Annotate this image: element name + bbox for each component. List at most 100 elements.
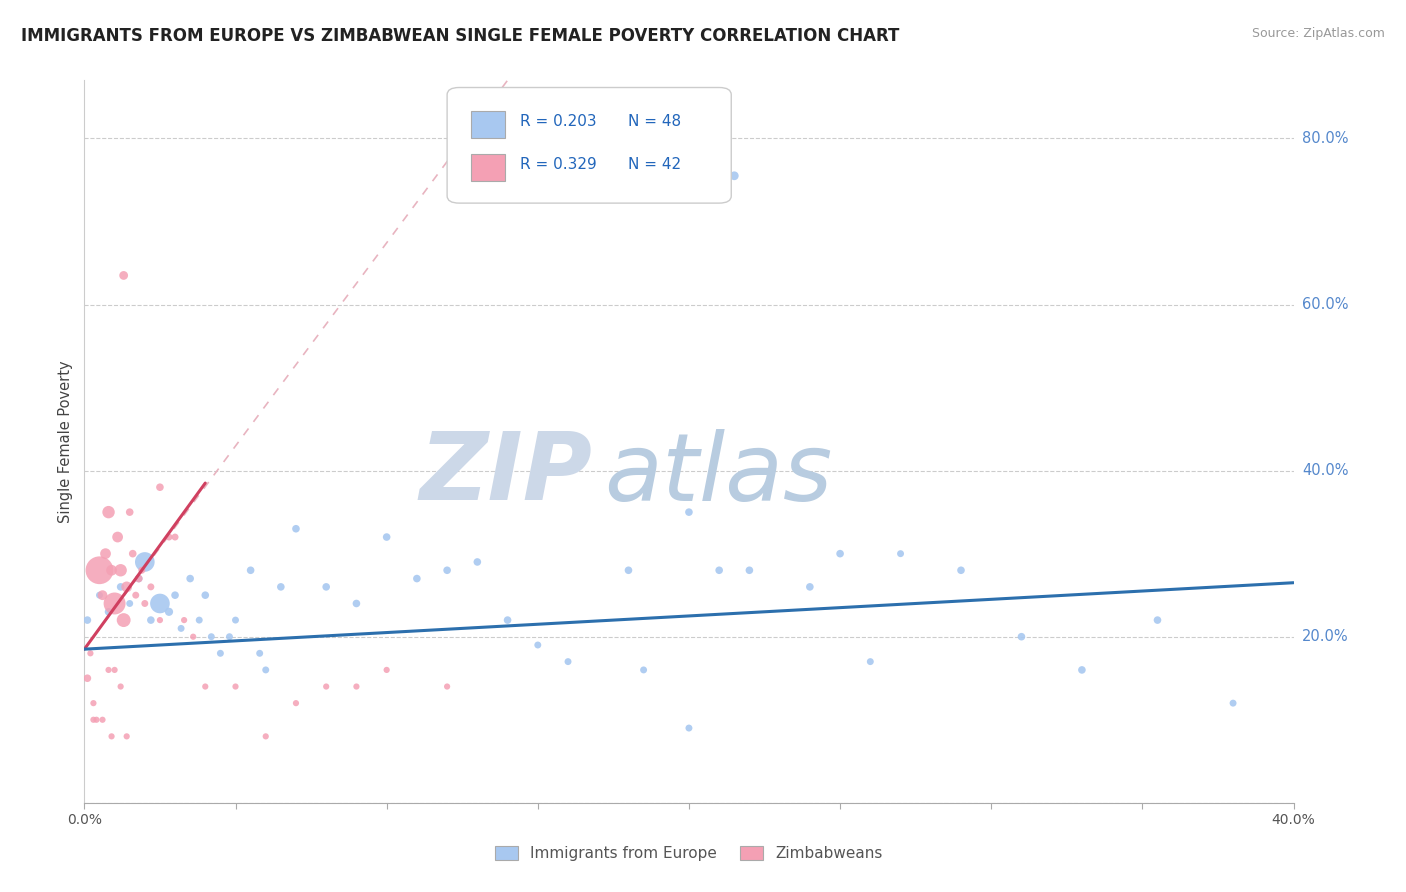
Point xyxy=(94,547,117,561)
Point xyxy=(633,663,655,677)
Point xyxy=(346,597,368,611)
Point xyxy=(799,580,821,594)
Point xyxy=(115,580,138,594)
Point xyxy=(181,630,204,644)
Point xyxy=(149,597,172,611)
Point xyxy=(200,630,222,644)
Point xyxy=(86,713,108,727)
Point xyxy=(118,597,141,611)
Point xyxy=(179,572,201,586)
Point xyxy=(91,713,114,727)
Point xyxy=(173,613,195,627)
Point xyxy=(315,680,337,694)
Point xyxy=(100,563,122,577)
Point xyxy=(112,613,135,627)
Point xyxy=(107,530,129,544)
Point xyxy=(249,646,271,660)
Point xyxy=(678,505,700,519)
Point xyxy=(110,680,132,694)
Point xyxy=(209,646,232,660)
Point xyxy=(194,588,217,602)
Point xyxy=(270,580,292,594)
Point xyxy=(149,613,172,627)
Point xyxy=(723,169,745,183)
Point xyxy=(125,588,148,602)
Legend: Immigrants from Europe, Zimbabweans: Immigrants from Europe, Zimbabweans xyxy=(489,840,889,867)
Point xyxy=(76,613,98,627)
Point xyxy=(527,638,550,652)
Point xyxy=(239,563,262,577)
Point xyxy=(950,563,973,577)
Point xyxy=(194,680,217,694)
Point xyxy=(112,268,135,283)
Point xyxy=(218,630,240,644)
Point xyxy=(557,655,579,669)
Point xyxy=(165,588,187,602)
Point xyxy=(157,530,180,544)
Point xyxy=(157,605,180,619)
Point xyxy=(97,505,120,519)
FancyBboxPatch shape xyxy=(447,87,731,203)
Point xyxy=(79,646,101,660)
Point xyxy=(82,696,104,710)
Point xyxy=(97,663,120,677)
Text: atlas: atlas xyxy=(605,428,832,519)
Point xyxy=(128,572,150,586)
Point xyxy=(678,721,700,735)
Point xyxy=(406,572,429,586)
Point xyxy=(859,655,882,669)
Point xyxy=(496,613,519,627)
Text: R = 0.329: R = 0.329 xyxy=(520,157,596,172)
Point xyxy=(170,621,193,635)
Point xyxy=(115,730,138,744)
Point xyxy=(617,563,640,577)
Point xyxy=(89,563,111,577)
Point xyxy=(285,696,308,710)
Point xyxy=(165,530,187,544)
Point xyxy=(830,547,852,561)
Text: IMMIGRANTS FROM EUROPE VS ZIMBABWEAN SINGLE FEMALE POVERTY CORRELATION CHART: IMMIGRANTS FROM EUROPE VS ZIMBABWEAN SIN… xyxy=(21,27,900,45)
Point xyxy=(89,588,111,602)
Point xyxy=(375,663,398,677)
Point xyxy=(285,522,308,536)
Point xyxy=(110,580,132,594)
Point xyxy=(188,613,211,627)
Point xyxy=(91,588,114,602)
Point xyxy=(467,555,489,569)
Text: 60.0%: 60.0% xyxy=(1302,297,1348,312)
Point xyxy=(346,680,368,694)
Point xyxy=(436,680,458,694)
Point xyxy=(134,555,156,569)
Point xyxy=(1071,663,1094,677)
Point xyxy=(134,597,156,611)
Point xyxy=(139,580,162,594)
Point xyxy=(104,597,127,611)
Point xyxy=(225,613,247,627)
Text: 40.0%: 40.0% xyxy=(1302,463,1348,478)
Text: ZIP: ZIP xyxy=(419,428,592,520)
Point xyxy=(315,580,337,594)
Text: N = 42: N = 42 xyxy=(628,157,682,172)
Text: R = 0.203: R = 0.203 xyxy=(520,114,596,129)
Text: 80.0%: 80.0% xyxy=(1302,131,1348,146)
Point xyxy=(890,547,912,561)
Point xyxy=(254,730,277,744)
Point xyxy=(131,563,153,577)
Point xyxy=(139,613,162,627)
Point xyxy=(1011,630,1033,644)
Point xyxy=(118,505,141,519)
Point xyxy=(82,713,104,727)
Point xyxy=(110,563,132,577)
Text: N = 48: N = 48 xyxy=(628,114,682,129)
Text: 20.0%: 20.0% xyxy=(1302,629,1348,644)
Y-axis label: Single Female Poverty: Single Female Poverty xyxy=(58,360,73,523)
Point xyxy=(97,605,120,619)
Text: Source: ZipAtlas.com: Source: ZipAtlas.com xyxy=(1251,27,1385,40)
Point xyxy=(1146,613,1168,627)
Point xyxy=(149,480,172,494)
Point xyxy=(1222,696,1244,710)
Point xyxy=(104,663,127,677)
FancyBboxPatch shape xyxy=(471,154,505,181)
Point xyxy=(709,563,731,577)
Point xyxy=(254,663,277,677)
